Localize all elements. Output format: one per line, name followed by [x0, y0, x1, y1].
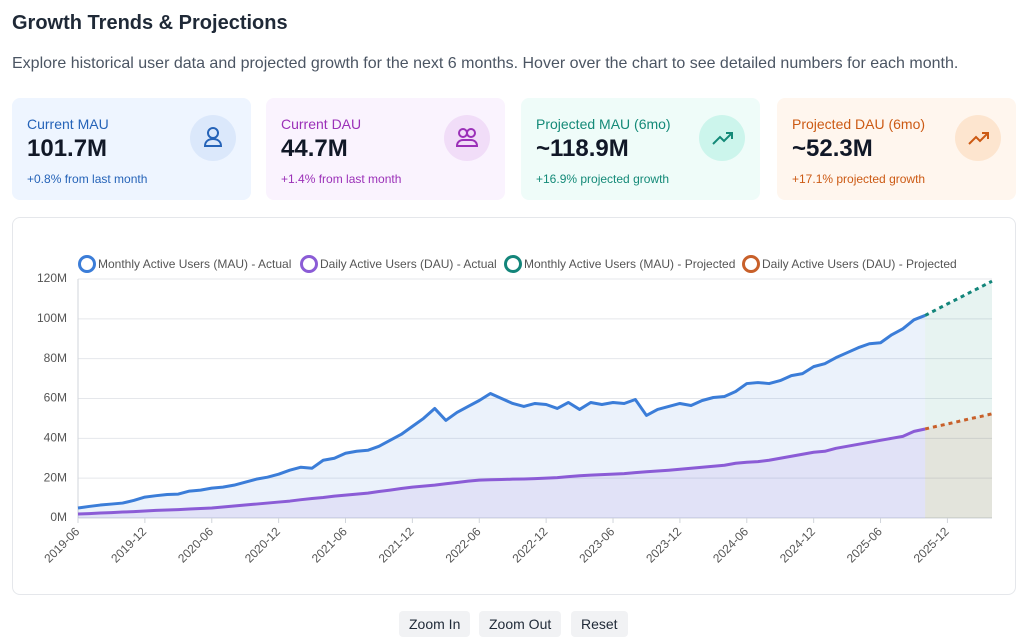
stat-card: Current MAU 101.7M +0.8% from last month [12, 98, 251, 200]
card-label: Current DAU [281, 116, 362, 132]
page-subtitle: Explore historical user data and project… [12, 55, 959, 72]
y-tick-label: 60M [44, 391, 67, 405]
legend-swatch [300, 255, 318, 273]
reset-button[interactable]: Reset [571, 611, 628, 637]
x-tick-label: 2020-12 [242, 524, 283, 565]
x-tick-label: 2022-06 [443, 524, 484, 565]
card-icon [955, 115, 1001, 161]
card-value: 44.7M [281, 135, 348, 162]
card-label: Current MAU [27, 116, 109, 132]
x-tick-label: 2025-12 [911, 524, 952, 565]
card-icon [699, 115, 745, 161]
card-icon [190, 115, 236, 161]
zoom-in-button[interactable]: Zoom In [399, 611, 471, 637]
series-area [925, 281, 992, 518]
x-tick-label: 2023-06 [576, 524, 617, 565]
y-tick-label: 100M [37, 311, 67, 325]
x-tick-label: 2020-06 [175, 524, 216, 565]
x-tick-label: 2025-06 [844, 524, 885, 565]
card-label: Projected MAU (6mo) [536, 116, 671, 132]
card-label: Projected DAU (6mo) [792, 116, 926, 132]
y-tick-label: 20M [44, 470, 67, 484]
card-change: +17.1% projected growth [792, 172, 926, 186]
x-tick-label: 2021-06 [309, 524, 350, 565]
series-area [78, 428, 926, 518]
chart-panel [12, 217, 1016, 595]
page-title: Growth Trends & Projections [12, 12, 288, 34]
zoom-out-button[interactable]: Zoom Out [479, 611, 562, 637]
x-tick-label: 2024-06 [710, 524, 751, 565]
y-tick-label: 0M [50, 510, 67, 524]
stat-card: Projected DAU (6mo) ~52.3M +17.1% projec… [777, 98, 1016, 200]
legend-label: Daily Active Users (DAU) - Projected [762, 257, 957, 271]
x-tick-label: 2023-12 [643, 524, 684, 565]
card-value: 101.7M [27, 135, 108, 162]
card-change: +16.9% projected growth [536, 172, 670, 186]
legend-label: Daily Active Users (DAU) - Actual [320, 257, 497, 271]
card-icon [444, 115, 490, 161]
series-line [77, 427, 926, 516]
stat-card: Projected MAU (6mo) ~118.9M +16.9% proje… [521, 98, 760, 200]
series-line [77, 314, 926, 510]
legend-label: Monthly Active Users (MAU) - Projected [524, 257, 735, 271]
card-change: +1.4% from last month [281, 172, 402, 186]
x-tick-label: 2019-06 [41, 524, 82, 565]
x-tick-label: 2019-12 [108, 524, 149, 565]
card-change: +0.8% from last month [27, 172, 148, 186]
card-value: ~52.3M [792, 135, 873, 162]
card-value: ~118.9M [536, 135, 629, 162]
series-area [925, 413, 992, 518]
x-tick-label: 2022-12 [509, 524, 550, 565]
chart: 0M 20M 40M 60M 80M 100M 120M 2019-06 2019-12 2020… [37, 255, 993, 566]
y-tick-label: 80M [44, 351, 67, 365]
legend-swatch [504, 255, 522, 273]
x-tick-label: 2024-12 [777, 524, 818, 565]
series-line [924, 412, 993, 431]
stat-card: Current DAU 44.7M +1.4% from last month [266, 98, 505, 200]
legend-swatch [742, 255, 760, 273]
y-tick-label: 40M [44, 431, 67, 445]
x-tick-label: 2021-12 [376, 524, 417, 565]
legend-swatch [78, 255, 96, 273]
y-tick-label: 120M [37, 271, 67, 285]
legend-label: Monthly Active Users (MAU) - Actual [98, 257, 291, 271]
